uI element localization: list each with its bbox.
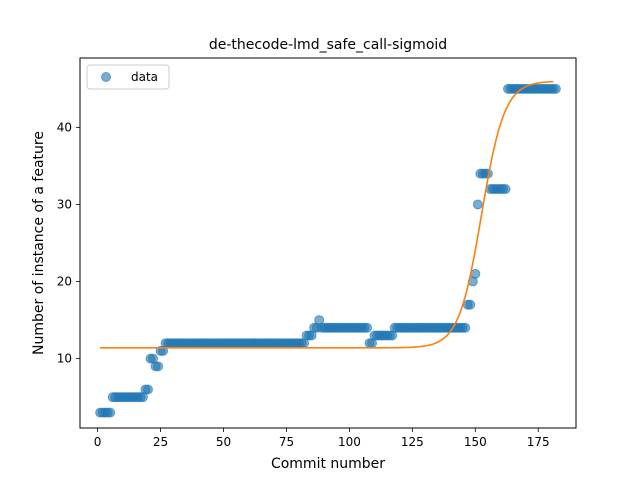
data-point	[362, 322, 373, 333]
x-tick-label: 150	[464, 435, 487, 449]
plot-frame	[79, 57, 577, 429]
x-tick-label: 25	[153, 435, 168, 449]
fit-line	[100, 80, 554, 349]
fit-layer	[100, 80, 554, 349]
x-tick-label: 0	[94, 435, 102, 449]
data-point	[105, 407, 116, 418]
data-point	[142, 384, 153, 395]
chart-title: de-thecode-lmd_safe_call-sigmoid	[209, 37, 447, 53]
data-point	[153, 361, 164, 372]
x-ticks: 0 25 50 75 100 125 150 175	[94, 428, 550, 449]
data-point	[500, 184, 511, 195]
x-tick-label: 75	[279, 435, 294, 449]
y-tick-label: 20	[57, 275, 72, 289]
legend-marker-data	[101, 72, 111, 82]
data-point	[472, 199, 483, 210]
y-tick-label: 10	[57, 352, 72, 366]
y-tick-label: 30	[57, 197, 72, 211]
legend-box	[86, 64, 170, 90]
y-tick-label: 40	[57, 120, 72, 134]
data-point	[470, 268, 481, 279]
x-tick-label: 100	[338, 435, 361, 449]
data-point	[550, 83, 561, 94]
x-axis-label: Commit number	[271, 456, 385, 472]
data-point	[460, 322, 471, 333]
y-ticks: 10 20 30 40	[57, 120, 80, 366]
data-point	[465, 299, 476, 310]
x-tick-label: 125	[401, 435, 424, 449]
plot-area	[80, 58, 576, 428]
legend: data	[86, 64, 170, 90]
x-tick-label: 175	[527, 435, 550, 449]
x-tick-label: 50	[216, 435, 231, 449]
legend-label-data: data	[131, 70, 158, 84]
y-axis-label: Number of instance of a feature	[31, 131, 47, 355]
